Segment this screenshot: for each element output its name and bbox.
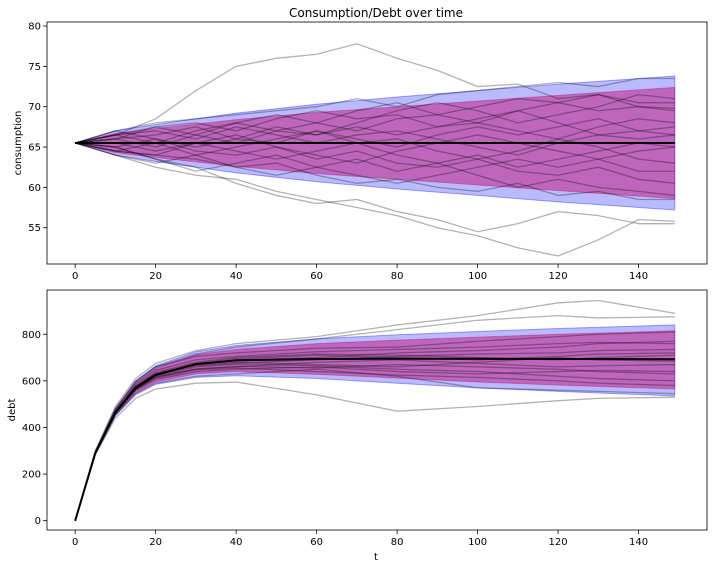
consumption-x-tick-label: 60 bbox=[310, 271, 323, 282]
consumption-x-tick-label: 20 bbox=[149, 271, 162, 282]
consumption-sample-path-10 bbox=[74, 142, 675, 197]
consumption-sample-path-2 bbox=[74, 142, 675, 257]
consumption-y-tick-label: 55 bbox=[28, 223, 41, 234]
debt-x-tick-label: 40 bbox=[230, 537, 243, 548]
debt-y-tick-label: 200 bbox=[22, 470, 41, 481]
debt-y-tick-label: 400 bbox=[22, 423, 41, 434]
consumption-sample-path-8 bbox=[75, 138, 675, 184]
consumption-y-axis-label: consumption bbox=[13, 111, 24, 176]
consumption-sample-path-5 bbox=[75, 97, 675, 148]
debt-outer-confidence-band bbox=[74, 324, 676, 521]
consumption-axes-frame bbox=[46, 21, 708, 265]
debt-x-tick-label: 140 bbox=[629, 537, 648, 548]
consumption-sample-path-11 bbox=[75, 93, 675, 144]
debt-x-tick-label: 20 bbox=[149, 537, 162, 548]
consumption-y-tick-label: 65 bbox=[28, 143, 41, 154]
consumption-sample-path-12 bbox=[75, 134, 675, 164]
consumption-x-tick-label: 40 bbox=[230, 271, 243, 282]
debt-mean-line bbox=[74, 357, 675, 521]
debt-axes: 0 20 40 60 80 100 120 140 0 200 400 600 800 bbox=[22, 289, 708, 548]
debt-subplot: 0 20 40 60 80 100 120 140 0 200 400 600 800 debt t bbox=[7, 289, 708, 563]
consumption-sample-path-18 bbox=[75, 93, 675, 144]
consumption-sample-path-17 bbox=[75, 142, 675, 168]
consumption-sample-path-7 bbox=[75, 126, 675, 156]
consumption-sample-path-4 bbox=[74, 77, 675, 144]
debt-sample-path-4 bbox=[74, 368, 675, 521]
consumption-sample-path-3 bbox=[75, 142, 675, 233]
consumption-y-tick-label: 80 bbox=[28, 22, 41, 33]
debt-sample-path-1 bbox=[74, 299, 675, 521]
debt-axes-frame bbox=[46, 289, 708, 531]
debt-sample-path-2 bbox=[74, 314, 675, 521]
consumption-plot-area bbox=[73, 43, 676, 257]
debt-plot-area bbox=[74, 299, 676, 521]
consumption-subplot: 0 20 40 60 80 100 120 140 55 60 65 70 75 80 consumpti… bbox=[13, 21, 708, 282]
consumption-x-tick-label: 100 bbox=[468, 271, 487, 282]
consumption-axes: 0 20 40 60 80 100 120 140 55 60 65 70 75 80 bbox=[28, 21, 708, 282]
consumption-sample-path-15 bbox=[75, 142, 675, 184]
debt-y-tick-label: 0 bbox=[35, 516, 41, 527]
consumption-y-tick-label: 75 bbox=[28, 62, 41, 73]
debt-y-axis-label: debt bbox=[7, 399, 18, 422]
debt-x-tick-label: 0 bbox=[72, 537, 78, 548]
consumption-y-tick-label: 60 bbox=[28, 183, 41, 194]
consumption-sample-path-6 bbox=[75, 142, 675, 201]
debt-x-tick-label: 120 bbox=[549, 537, 568, 548]
debt-sample-path-3 bbox=[74, 381, 675, 521]
debt-y-tick-label: 600 bbox=[22, 376, 41, 387]
consumption-x-tick-label: 0 bbox=[72, 271, 78, 282]
debt-x-axis-label: t bbox=[374, 552, 378, 563]
debt-inner-confidence-band bbox=[74, 330, 676, 521]
debt-y-tick-label: 800 bbox=[22, 330, 41, 341]
consumption-y-tick-label: 70 bbox=[28, 102, 41, 113]
debt-sample-path-5 bbox=[74, 331, 675, 521]
debt-x-tick-label: 80 bbox=[391, 537, 404, 548]
consumption-x-tick-label: 140 bbox=[629, 271, 648, 282]
consumption-x-tick-label: 120 bbox=[549, 271, 568, 282]
debt-x-tick-label: 60 bbox=[310, 537, 323, 548]
debt-sample-path-10 bbox=[74, 341, 675, 521]
consumption-x-tick-label: 80 bbox=[391, 271, 404, 282]
consumption-sample-path-9 bbox=[75, 110, 675, 144]
consumption-sample-path-1 bbox=[75, 43, 675, 144]
figure-title: Consumption/Debt over time bbox=[289, 6, 463, 20]
debt-x-tick-label: 100 bbox=[468, 537, 487, 548]
